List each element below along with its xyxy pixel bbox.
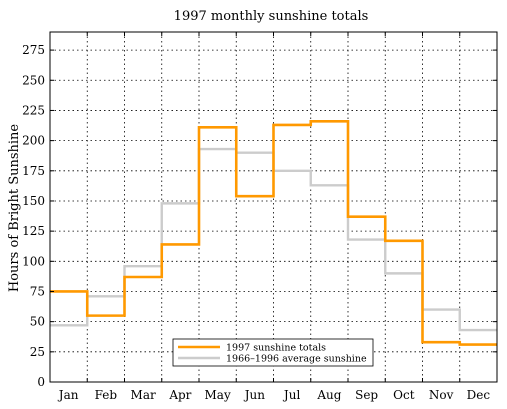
- x-tick-label: Oct: [393, 388, 415, 402]
- x-tick-label: Aug: [316, 388, 341, 402]
- y-tick-label: 75: [30, 284, 45, 298]
- x-tick-label: Jul: [282, 388, 301, 402]
- chart-title: 1997 monthly sunshine totals: [174, 9, 369, 24]
- y-tick-label: 100: [22, 254, 45, 268]
- x-tick-label: Sep: [355, 388, 378, 402]
- grid-lines: [50, 32, 497, 382]
- series-line-0: [50, 120, 497, 346]
- y-tick-label: 250: [22, 73, 45, 87]
- x-tick-label: Mar: [131, 388, 156, 402]
- x-tick-label: Jan: [57, 388, 79, 402]
- y-tick-label: 0: [37, 375, 45, 389]
- legend-label: 1966–1996 average sunshine: [226, 354, 367, 365]
- y-tick-label: 25: [30, 345, 45, 359]
- x-tick-label: Dec: [467, 388, 491, 402]
- x-tick-label: May: [205, 388, 231, 402]
- legend-box: [172, 338, 374, 367]
- y-tick-label: 275: [22, 43, 45, 57]
- y-tick-label: 175: [22, 164, 45, 178]
- y-tick-label: 225: [22, 103, 45, 117]
- y-axis-label: Hours of Bright Sunshine: [7, 124, 22, 293]
- y-tick-label: 50: [30, 315, 45, 329]
- axis-ticks: 0 25 50 75 100 125 150 175 200 225 250 275 Jan Feb Mar…: [22, 32, 497, 402]
- y-tick-label: 125: [22, 224, 45, 238]
- x-tick-label: Apr: [168, 388, 191, 402]
- legend-label: 1997 sunshine totals: [226, 343, 326, 354]
- series-lines: [50, 120, 497, 346]
- x-tick-label: Feb: [95, 388, 118, 402]
- y-tick-label: 200: [22, 134, 45, 148]
- x-tick-label: Jun: [243, 388, 266, 402]
- y-tick-label: 150: [22, 194, 45, 208]
- x-tick-label: Nov: [429, 388, 454, 402]
